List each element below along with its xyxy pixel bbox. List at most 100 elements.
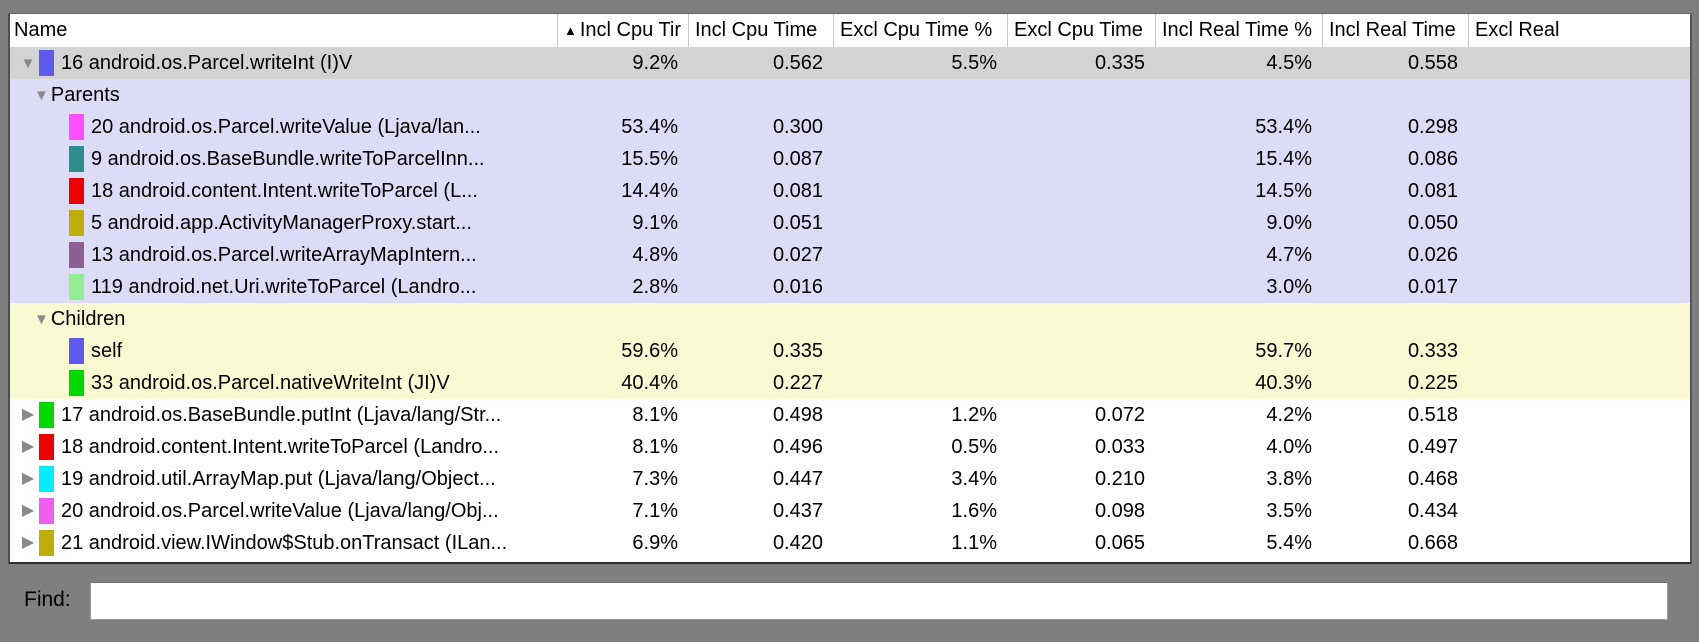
value-cell-incl-real-time: 0.333 [1407, 339, 1458, 362]
value-cell-incl-real-time-pct: 3.5% [1266, 499, 1312, 522]
value-cell-excl-cpu-time-pct: 5.5% [951, 51, 997, 74]
method-name: 22 android.app.Activity.isTopOfTask ()Z [61, 564, 407, 565]
value-cell-incl-cpu-time-pct: 53.4% [621, 115, 678, 138]
section-row-children[interactable]: ▼ Children [10, 303, 1690, 335]
value-cell-incl-real-time-pct: 14.5% [1255, 179, 1312, 202]
table-row[interactable]: ▶ 20 android.os.Parcel.writeValue (Ljava/… [10, 495, 1690, 527]
expand-icon[interactable]: ▶ [21, 502, 35, 519]
value-cell-excl-cpu-time: 0.065 [1094, 531, 1145, 554]
column-header-excl-cpu-time[interactable]: Excl Cpu Time [1007, 14, 1155, 47]
value-cell-incl-real-time: 0.518 [1407, 403, 1458, 426]
value-cell-incl-real-time-pct: 3.8% [1266, 467, 1312, 490]
column-header-incl-real-time[interactable]: Incl Real Time [1322, 14, 1468, 47]
name-cell: ▼ Parents [10, 79, 557, 111]
value-cell-incl-cpu-time: 0.051 [772, 211, 823, 234]
value-cell-incl-cpu-time-pct: 15.5% [621, 147, 678, 170]
color-swatch [69, 274, 84, 300]
value-cell-excl-cpu-time: 0.210 [1094, 467, 1145, 490]
section-row-parents[interactable]: ▼ Parents [10, 79, 1690, 111]
value-cell-incl-cpu-time-pct: 6.7% [557, 564, 688, 565]
column-header-name[interactable]: Name [10, 14, 557, 47]
column-header-label: Incl Cpu Time [695, 19, 818, 41]
table-row[interactable]: 119 android.net.Uri.writeToParcel (Landr… [10, 271, 1690, 303]
column-header-excl-cpu-time-pct[interactable]: Excl Cpu Time % [833, 14, 1007, 47]
name-cell: 18 android.content.Intent.writeToParcel … [10, 175, 557, 207]
table-row[interactable]: 5 android.app.ActivityManagerProxy.start… [10, 207, 1690, 239]
method-name: 13 android.os.Parcel.writeArrayMapIntern… [91, 243, 477, 266]
name-cell: 119 android.net.Uri.writeToParcel (Landr… [10, 271, 557, 303]
table-row[interactable]: self 59.6% 0.335 59.7% 0.333 [10, 335, 1690, 367]
method-name: 19 android.util.ArrayMap.put (Ljava/lang… [61, 467, 496, 490]
value-cell-incl-real-time: 0.017 [1407, 275, 1458, 298]
collapse-icon[interactable]: ▼ [34, 310, 49, 328]
table-row[interactable]: 20 android.os.Parcel.writeValue (Ljava/l… [10, 111, 1690, 143]
expand-icon[interactable]: ▶ [21, 470, 35, 487]
column-header-incl-cpu-time-pct[interactable]: ▲ Incl Cpu Tir [557, 14, 688, 47]
table-row[interactable]: ▶22 android.app.Activity.isTopOfTask ()Z… [10, 559, 1690, 565]
column-header-label: Excl Cpu Time [1014, 19, 1143, 41]
table-row[interactable]: ▶ 21 android.view.IWindow$Stub.onTransact… [10, 527, 1690, 559]
table-row[interactable]: 18 android.content.Intent.writeToParcel … [10, 175, 1690, 207]
name-cell: ▶22 android.app.Activity.isTopOfTask ()Z [10, 559, 557, 565]
value-cell-incl-real-time-pct: 5.0% [1155, 564, 1322, 565]
expand-icon[interactable]: ▶ [21, 534, 35, 551]
table-row[interactable]: 13 android.os.Parcel.writeArrayMapIntern… [10, 239, 1690, 271]
value-cell-incl-cpu-time: 0.496 [772, 435, 823, 458]
value-cell-incl-real-time-pct: 4.7% [1266, 243, 1312, 266]
color-swatch [39, 402, 54, 428]
name-cell: ▼ 16 android.os.Parcel.writeInt (I)V [10, 47, 557, 79]
value-cell-incl-cpu-time: 0.087 [772, 147, 823, 170]
color-swatch [69, 242, 84, 268]
value-cell-incl-real-time: 0.086 [1407, 147, 1458, 170]
table-row[interactable]: ▶ 17 android.os.BaseBundle.putInt (Ljava/… [10, 399, 1690, 431]
method-name: 18 android.content.Intent.writeToParcel … [61, 435, 500, 458]
value-cell-incl-real-time: 0.434 [1407, 499, 1458, 522]
value-cell-excl-cpu-time-pct: 3.4% [951, 467, 997, 490]
color-swatch [69, 146, 84, 172]
value-cell-incl-cpu-time-pct: 6.9% [632, 531, 678, 554]
value-cell-excl-cpu-time-pct: 0.2% [833, 564, 1007, 565]
column-header-incl-cpu-time[interactable]: Incl Cpu Time [688, 14, 833, 47]
color-swatch [69, 370, 84, 396]
value-cell-incl-cpu-time-pct: 8.1% [632, 435, 678, 458]
value-cell-excl-cpu-time: 0.098 [1094, 499, 1145, 522]
value-cell-incl-cpu-time: 0.562 [772, 51, 823, 74]
table-row[interactable]: ▶ 19 android.util.ArrayMap.put (Ljava/lan… [10, 463, 1690, 495]
collapse-icon[interactable]: ▼ [20, 54, 36, 72]
column-header-label: Incl Cpu Tir [579, 19, 682, 41]
column-header-incl-real-time-pct[interactable]: Incl Real Time % [1155, 14, 1322, 47]
value-cell-excl-cpu-time-pct: 1.6% [951, 499, 997, 522]
expand-icon[interactable]: ▶ [21, 438, 35, 455]
value-cell-incl-real-time-pct: 4.5% [1266, 51, 1312, 74]
table-row[interactable]: 33 android.os.Parcel.nativeWriteInt (JI)… [10, 367, 1690, 399]
find-input[interactable] [90, 582, 1668, 620]
value-cell-incl-cpu-time: 0.227 [772, 371, 823, 394]
color-swatch [69, 210, 84, 236]
value-cell-incl-cpu-time-pct: 9.1% [632, 211, 678, 234]
value-cell-incl-real-time-pct: 53.4% [1255, 115, 1312, 138]
table-header-row: Name ▲ Incl Cpu Tir Incl Cpu Time Excl Cpu T… [10, 14, 1690, 47]
table-row[interactable]: ▶ 18 android.content.Intent.writeToParcel… [10, 431, 1690, 463]
table-row[interactable]: ▼ 16 android.os.Parcel.writeInt (I)V 9.2% 0… [10, 47, 1690, 79]
method-name: 18 android.content.Intent.writeToParcel … [91, 179, 478, 202]
value-cell-incl-real-time: 0.468 [1407, 467, 1458, 490]
name-cell: ▶ 17 android.os.BaseBundle.putInt (Ljava/… [10, 399, 557, 431]
value-cell-incl-real-time: 0.026 [1407, 243, 1458, 266]
value-cell-incl-real-time-pct: 59.7% [1255, 339, 1312, 362]
value-cell-incl-real-time: 0.558 [1407, 51, 1458, 74]
value-cell-incl-cpu-time-pct: 7.1% [632, 499, 678, 522]
collapse-icon[interactable]: ▼ [34, 86, 49, 104]
value-cell-incl-cpu-time-pct: 40.4% [621, 371, 678, 394]
expand-icon[interactable]: ▶ [21, 406, 35, 423]
table-row[interactable]: 9 android.os.BaseBundle.writeToParcelInn… [10, 143, 1690, 175]
section-label: Parents [50, 83, 120, 106]
method-name: 20 android.os.Parcel.writeValue (Ljava/l… [61, 499, 499, 522]
value-cell-incl-real-time-pct: 3.0% [1266, 275, 1312, 298]
value-cell-incl-cpu-time: 0.335 [772, 339, 823, 362]
column-header-excl-real[interactable]: Excl Real [1468, 14, 1690, 47]
name-cell: ▼ Children [10, 303, 557, 335]
color-swatch [69, 178, 84, 204]
method-name: 9 android.os.BaseBundle.writeToParcelInn… [91, 147, 485, 170]
value-cell-incl-cpu-time-pct: 9.2% [632, 51, 678, 74]
